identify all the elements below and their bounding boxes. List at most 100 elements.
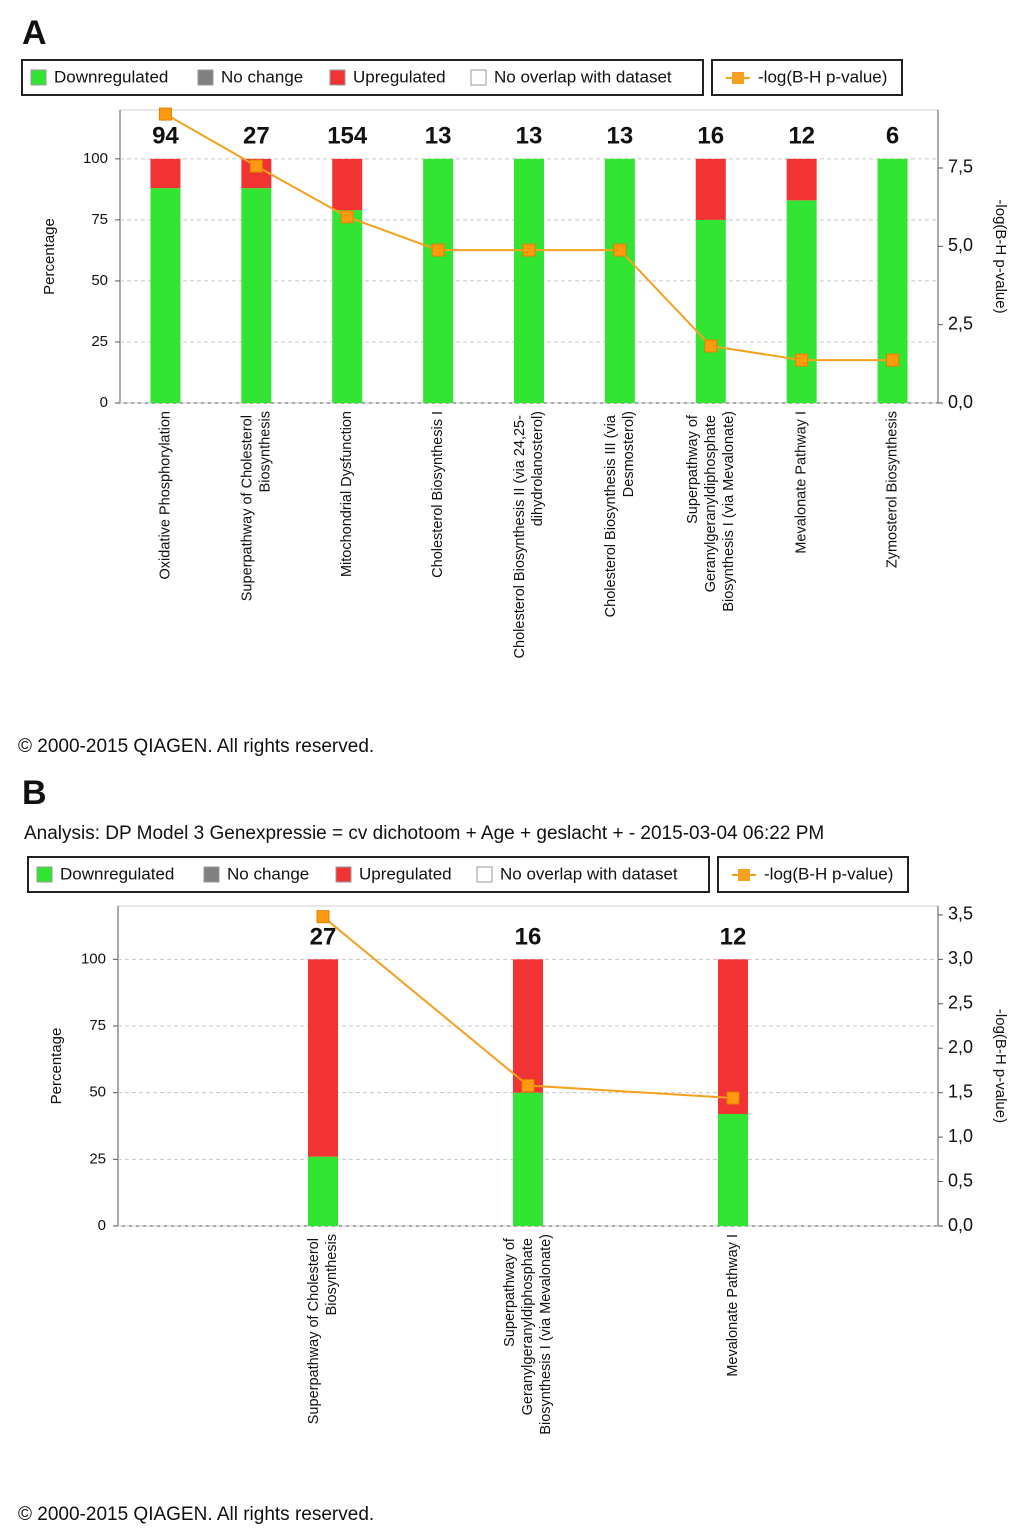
x-tick-label: Oxidative Phosphorylation xyxy=(157,411,173,579)
y2-tick-label: 1,5 xyxy=(948,1081,973,1101)
bar-segment xyxy=(332,210,363,403)
y-tick-label: 0 xyxy=(98,1217,106,1234)
y-tick-label: 25 xyxy=(91,333,108,350)
legend-label: Upregulated xyxy=(353,67,446,86)
y-axis-title: Percentage xyxy=(48,1028,65,1105)
line-marker xyxy=(522,243,536,257)
bar-segment xyxy=(695,219,726,403)
legend-label: No change xyxy=(221,67,303,86)
y-tick-label: 0 xyxy=(100,394,108,411)
y2-tick-label: 2,5 xyxy=(948,313,973,333)
bar-segment xyxy=(604,158,635,403)
legend-swatch xyxy=(470,69,487,86)
x-tick-label: Cholesterol Biosynthesis II (via 24,25- … xyxy=(512,411,546,658)
legend-marker xyxy=(732,72,744,84)
y-tick-label: 50 xyxy=(89,1084,106,1101)
y2-tick-label: 7,5 xyxy=(948,157,973,177)
count-label: 16 xyxy=(515,923,542,950)
line-marker xyxy=(431,243,445,257)
line-marker xyxy=(704,339,718,353)
count-label: 13 xyxy=(425,122,452,149)
count-label: 13 xyxy=(516,122,543,149)
y-tick-label: 100 xyxy=(83,150,108,167)
y-tick-label: 75 xyxy=(91,211,108,228)
x-tick-label: Superpathway of Cholesterol Biosynthesis xyxy=(306,1234,340,1424)
y2-axis-title: -log(B-H p-value) xyxy=(992,1009,1009,1123)
legend-marker xyxy=(738,869,750,881)
count-label: 6 xyxy=(886,122,899,149)
y2-tick-label: 3,0 xyxy=(948,948,973,968)
y2-tick-label: 1,0 xyxy=(948,1126,973,1146)
x-tick-label: Mevalonate Pathway I xyxy=(793,411,809,554)
bar-segment xyxy=(332,158,363,211)
legend-label: -log(B-H p-value) xyxy=(758,67,887,86)
line-marker xyxy=(249,159,263,173)
x-tick-label: Cholesterol Biosynthesis I xyxy=(430,411,446,578)
legend-box xyxy=(711,59,903,96)
y-tick-label: 75 xyxy=(89,1017,106,1034)
x-tick-label: Cholesterol Biosynthesis III (via Desmos… xyxy=(603,411,637,617)
line-marker xyxy=(795,353,809,367)
bar-segment xyxy=(513,959,543,1093)
x-tick-label: Zymosterol Biosynthesis xyxy=(884,411,900,568)
x-tick-label: Superpathway of Cholesterol Biosynthesis xyxy=(239,411,273,601)
bar-segment xyxy=(514,158,544,403)
legend-label: No overlap with dataset xyxy=(500,864,678,883)
line-marker xyxy=(340,210,354,224)
y2-tick-label: 5,0 xyxy=(948,235,973,255)
y-tick-label: 25 xyxy=(89,1150,106,1167)
line-marker xyxy=(613,243,627,257)
bar-segment xyxy=(241,188,272,403)
legend-swatch xyxy=(30,69,47,86)
legend-swatch xyxy=(335,866,352,883)
y-tick-label: 100 xyxy=(81,950,106,967)
bar-segment xyxy=(786,158,817,201)
line-marker xyxy=(316,910,330,924)
legend-label: No overlap with dataset xyxy=(494,67,672,86)
legend-label: Downregulated xyxy=(60,864,174,883)
x-tick-label: Mitochondrial Dysfunction xyxy=(339,411,355,577)
legend-label: -log(B-H p-value) xyxy=(764,864,893,883)
y-axis-title: Percentage xyxy=(41,218,58,295)
legend-swatch xyxy=(329,69,346,86)
count-label: 12 xyxy=(720,923,747,950)
line-marker xyxy=(521,1079,535,1093)
bar-segment xyxy=(308,959,338,1157)
line-marker xyxy=(886,353,900,367)
bar-segment xyxy=(308,1156,338,1226)
subtitle: Analysis: DP Model 3 Genexpressie = cv d… xyxy=(24,823,824,844)
legend-swatch xyxy=(36,866,53,883)
line-marker xyxy=(158,107,172,121)
y2-tick-label: 3,5 xyxy=(948,904,973,924)
count-label: 154 xyxy=(327,122,368,149)
legend-swatch xyxy=(197,69,214,86)
legend-box xyxy=(717,856,909,893)
footer: © 2000-2015 QIAGEN. All rights reserved. xyxy=(18,736,374,757)
bar-segment xyxy=(150,158,181,189)
bar-segment xyxy=(423,158,454,403)
count-label: 27 xyxy=(243,122,270,149)
bar-segment xyxy=(513,1092,543,1226)
bar-segment xyxy=(718,959,748,1114)
y2-axis-title: -log(B-H p-value) xyxy=(992,199,1009,313)
y2-tick-label: 0,5 xyxy=(948,1170,973,1190)
panel-label: A xyxy=(22,14,47,52)
y2-tick-label: 0,0 xyxy=(948,1215,973,1235)
legend-box xyxy=(27,856,710,893)
legend-label: No change xyxy=(227,864,309,883)
x-tick-label: Superpathway of Geranylgeranyldiphosphat… xyxy=(685,411,737,612)
legend-label: Upregulated xyxy=(359,864,452,883)
line-marker xyxy=(726,1091,740,1105)
y2-tick-label: 2,5 xyxy=(948,993,973,1013)
legend-label: Downregulated xyxy=(54,67,168,86)
x-tick-label: Superpathway of Geranylgeranyldiphosphat… xyxy=(502,1234,554,1435)
count-label: 94 xyxy=(152,122,179,149)
bar-segment xyxy=(150,188,181,403)
y2-tick-label: 2,0 xyxy=(948,1037,973,1057)
legend-box xyxy=(21,59,704,96)
panel-label: B xyxy=(22,774,47,812)
count-label: 13 xyxy=(607,122,634,149)
count-label: 16 xyxy=(697,122,724,149)
x-tick-label: Mevalonate Pathway I xyxy=(725,1234,741,1377)
